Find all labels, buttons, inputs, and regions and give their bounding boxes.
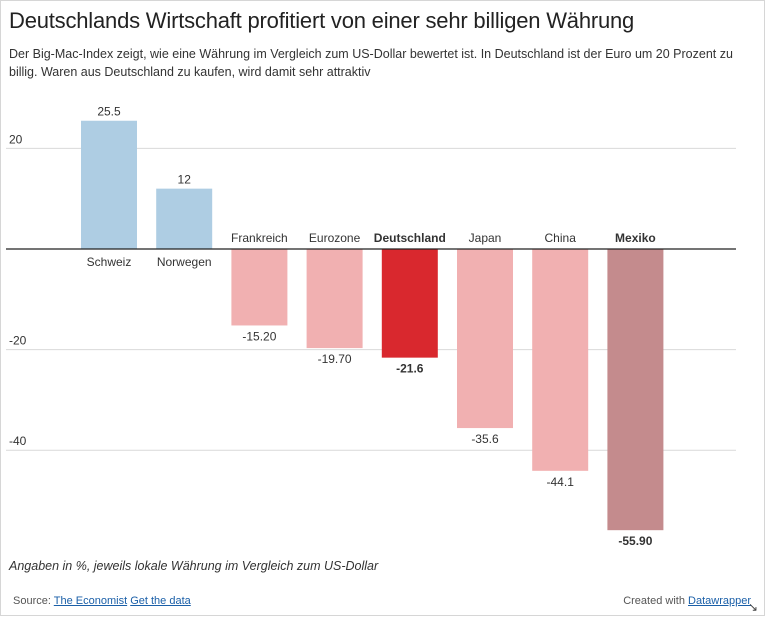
value-label: 25.5	[97, 105, 121, 119]
bar	[607, 249, 664, 531]
category-label: Eurozone	[309, 231, 361, 245]
value-label: -19.70	[318, 352, 352, 366]
category-label: Norwegen	[157, 255, 212, 269]
category-label: Mexiko	[615, 231, 656, 245]
bar	[532, 249, 589, 471]
value-label: 12	[178, 173, 192, 187]
value-label: -21.6	[396, 362, 424, 376]
datawrapper-link[interactable]: Datawrapper	[688, 595, 751, 607]
bar	[156, 188, 213, 249]
y-tick-label: -40	[9, 434, 27, 448]
chart-subtitle: Der Big-Mac-Index zeigt, wie eine Währun…	[9, 47, 733, 79]
bar	[231, 249, 288, 326]
source-prefix: Source:	[13, 595, 51, 607]
value-label: -55.90	[618, 534, 652, 548]
value-label: -35.6	[471, 432, 499, 446]
category-label: Japan	[469, 231, 502, 245]
value-label: -44.1	[547, 475, 575, 489]
category-label: Deutschland	[374, 231, 446, 245]
bar	[381, 249, 438, 358]
y-tick-label: -20	[9, 334, 27, 348]
chart-note: Angaben in %, jeweils lokale Währung im …	[9, 559, 379, 573]
resize-handle-icon[interactable]: ↘	[748, 600, 759, 614]
bar	[457, 249, 513, 429]
get-data-link[interactable]: Get the data	[130, 595, 191, 607]
credit-prefix: Created with	[623, 595, 685, 607]
category-label: China	[545, 231, 577, 245]
value-label: -15.20	[242, 329, 276, 343]
chart-title: Deutschlands Wirtschaft profitiert von e…	[9, 8, 635, 33]
bar	[306, 249, 363, 349]
y-tick-label: 20	[9, 132, 23, 146]
category-label: Schweiz	[87, 255, 132, 269]
bar-chart: 20 -20 -40 Schweiz 25.5 Norwegen 12 Frankreich -…	[6, 105, 736, 548]
bar	[81, 120, 137, 249]
source-link[interactable]: The Economist	[53, 595, 128, 607]
category-label: Frankreich	[231, 231, 288, 245]
footer-source: Source: The Economist Get the data	[13, 595, 191, 607]
footer-credit: Created with Datawrapper	[623, 595, 751, 607]
